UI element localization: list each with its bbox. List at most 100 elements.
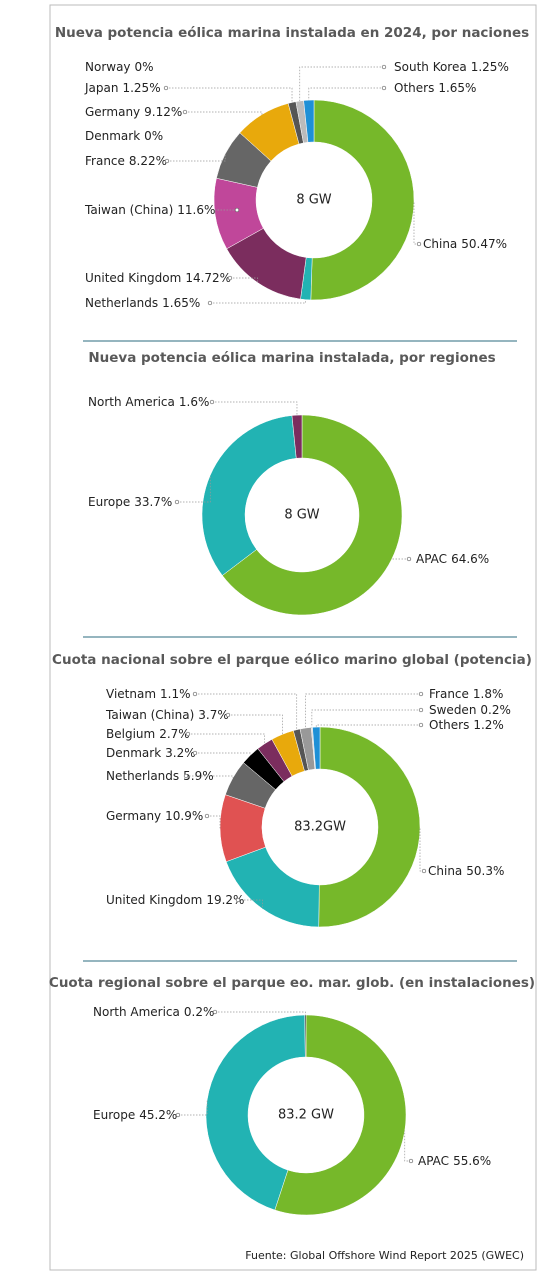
value-label: 64.6% [451, 552, 489, 566]
segment-label: Germany 10.9% [106, 809, 203, 823]
value-label: 50.3% [466, 864, 504, 878]
category-label: Taiwan (China) [105, 708, 194, 722]
category-label: Europe [88, 495, 130, 509]
segment-label: APAC 64.6% [416, 552, 489, 566]
leader-line [177, 475, 211, 503]
leader-dot [418, 707, 424, 713]
segment-label: France 8.22% [85, 154, 167, 168]
leader-dot [163, 85, 169, 91]
category-label: North America [88, 395, 175, 409]
leader-line [413, 201, 419, 245]
segment-label: Sweden 0.2% [429, 703, 511, 717]
category-label: Denmark [85, 129, 140, 143]
donut-segment [225, 846, 320, 928]
value-label: 1.6% [179, 395, 210, 409]
center-label: 83.2 GW [278, 1108, 334, 1123]
segment-label: Others 1.65% [394, 81, 476, 95]
leader-dot [192, 750, 198, 756]
category-label: United Kingdom [106, 893, 202, 907]
value-label: 1.8% [473, 687, 504, 701]
segment-label: United Kingdom 19.2% [106, 893, 244, 907]
value-label: 1.1% [160, 687, 191, 701]
leader-line [228, 714, 283, 735]
category-label: France [85, 154, 125, 168]
leader-dot [227, 275, 233, 281]
donut-segment [303, 99, 315, 143]
leader-line [299, 66, 384, 102]
category-label: Europe [93, 1108, 135, 1122]
category-label: South Korea [394, 60, 467, 74]
segment-label: Germany 9.12% [85, 105, 182, 119]
category-label: Denmark [106, 746, 161, 760]
value-label: 1.65% [162, 296, 200, 310]
value-label: 0% [135, 60, 154, 74]
leader-dot [182, 109, 188, 115]
leader-line [305, 693, 421, 729]
leader-dot [174, 499, 180, 505]
category-label: Others [394, 81, 434, 95]
value-label: 3.7% [198, 708, 229, 722]
category-label: Vietnam [106, 687, 156, 701]
category-label: North America [93, 1005, 180, 1019]
donut-segment [304, 1014, 307, 1058]
leader-line [166, 87, 293, 103]
segment-label: South Korea 1.25% [394, 60, 509, 74]
leader-dot [164, 158, 170, 164]
leader-dot [209, 399, 215, 405]
center-label: 8 GW [284, 508, 319, 523]
category-label: China [423, 237, 457, 251]
value-label: 2.7% [159, 727, 190, 741]
segment-label: APAC 55.6% [418, 1154, 491, 1168]
segment-label: North America 1.6% [88, 395, 209, 409]
leader-line [215, 1011, 306, 1016]
segment-label: Netherlands 5.9% [106, 769, 214, 783]
chart-title: Cuota nacional sobre el parque eólico ma… [52, 652, 532, 668]
segment-label: Belgium 2.7% [106, 727, 190, 741]
value-label: 55.6% [453, 1154, 491, 1168]
leader-dot [235, 897, 241, 903]
leader-line [230, 277, 259, 283]
leader-dot [183, 773, 189, 779]
leader-dot [212, 1009, 218, 1015]
value-label: 0% [144, 129, 163, 143]
value-label: 14.72% [185, 271, 231, 285]
category-label: Netherlands [85, 296, 158, 310]
category-label: Belgium [106, 727, 155, 741]
segment-label: North America 0.2% [93, 1005, 214, 1019]
value-label: 1.25% [471, 60, 509, 74]
leader-line [214, 209, 237, 215]
leader-line [212, 401, 298, 416]
leader-line [188, 733, 266, 744]
leader-line [238, 899, 263, 909]
segment-label: Europe 33.7% [88, 495, 172, 509]
leader-line [311, 709, 421, 728]
donut-segment [291, 414, 303, 459]
value-label: 50.47% [461, 237, 507, 251]
category-label: APAC [418, 1154, 449, 1168]
value-label: 33.7% [134, 495, 172, 509]
leader-dot [185, 731, 191, 737]
category-label: Netherlands [106, 769, 179, 783]
leader-dot [408, 1158, 414, 1164]
chart-title: Nueva potencia eólica marina instalada, … [88, 350, 495, 366]
value-label: 8.22% [129, 154, 167, 168]
value-label: 0.2% [184, 1005, 215, 1019]
value-label: 1.2% [473, 718, 504, 732]
category-label: Japan [84, 81, 118, 95]
leader-line [178, 1099, 208, 1116]
segment-label: Taiwan (China) 11.6% [84, 203, 215, 217]
category-label: Norway [85, 60, 131, 74]
segment-label: United Kingdom 14.72% [85, 271, 231, 285]
category-label: APAC [416, 552, 447, 566]
segment-label: Vietnam 1.1% [106, 687, 191, 701]
value-label: 10.9% [165, 809, 203, 823]
segment-label: Japan 1.25% [84, 81, 161, 95]
leader-dot [207, 300, 213, 306]
leader-line [419, 827, 424, 872]
leader-dot [418, 691, 424, 697]
donut-segment [205, 1014, 306, 1211]
category-label: Sweden [429, 703, 476, 717]
leader-dot [175, 1112, 181, 1118]
segment-label: Others 1.2% [429, 718, 504, 732]
leader-line [195, 693, 298, 730]
